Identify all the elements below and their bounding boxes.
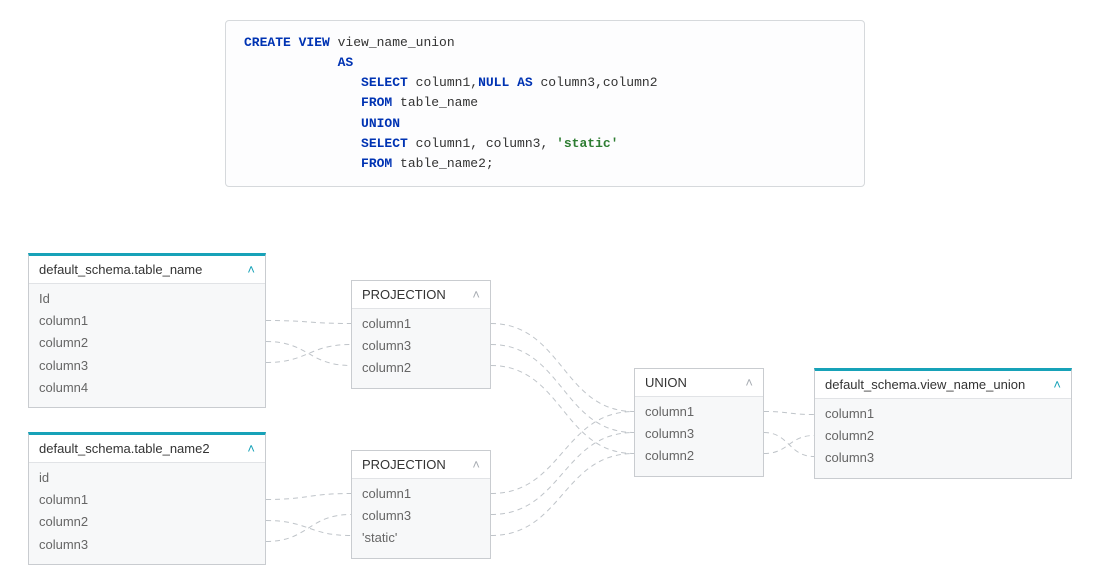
column-row: column3 xyxy=(645,423,753,445)
column-row: column1 xyxy=(362,313,480,335)
column-row: column1 xyxy=(39,489,255,511)
chevron-up-icon[interactable]: ˄ xyxy=(472,457,480,472)
lineage-edge xyxy=(491,324,634,412)
projection-node-2[interactable]: PROJECTION ˄ column1column3'static' xyxy=(351,450,491,559)
column-row: column2 xyxy=(362,357,480,379)
column-row: id xyxy=(39,467,255,489)
lineage-edge xyxy=(764,436,814,454)
chevron-up-icon[interactable]: ˄ xyxy=(745,375,753,390)
column-row: column3 xyxy=(362,335,480,357)
lineage-edge xyxy=(491,366,634,454)
sql-code-block: CREATE VIEW view_name_union AS SELECT co… xyxy=(225,20,865,187)
column-row: column2 xyxy=(645,445,753,467)
column-row: column2 xyxy=(39,332,255,354)
lineage-edge xyxy=(491,433,634,515)
node-title: default_schema.view_name_union xyxy=(825,377,1025,392)
lineage-edge xyxy=(266,521,351,536)
column-row: Id xyxy=(39,288,255,310)
table-node-table_name2[interactable]: default_schema.table_name2 ˄ idcolumn1co… xyxy=(28,432,266,565)
column-row: column2 xyxy=(39,511,255,533)
node-title: UNION xyxy=(645,375,687,390)
column-row: column1 xyxy=(362,483,480,505)
column-row: column3 xyxy=(39,355,255,377)
column-row: column1 xyxy=(39,310,255,332)
lineage-edge xyxy=(491,412,634,494)
lineage-edge xyxy=(764,433,814,457)
column-row: column4 xyxy=(39,377,255,399)
lineage-edge xyxy=(266,515,351,542)
column-row: column3 xyxy=(362,505,480,527)
column-row: 'static' xyxy=(362,527,480,549)
node-title: default_schema.table_name2 xyxy=(39,441,210,456)
node-body: column1column3column2 xyxy=(352,309,490,388)
node-body: idcolumn1column2column3 xyxy=(29,463,265,564)
column-row: column2 xyxy=(825,425,1061,447)
column-row: column3 xyxy=(39,534,255,556)
column-row: column3 xyxy=(825,447,1061,469)
chevron-up-icon[interactable]: ˄ xyxy=(247,262,255,277)
node-body: column1column2column3 xyxy=(815,399,1071,478)
column-row: column1 xyxy=(825,403,1061,425)
chevron-up-icon[interactable]: ˄ xyxy=(247,441,255,456)
lineage-edge xyxy=(266,342,351,366)
node-body: column1column3column2 xyxy=(635,397,763,476)
node-body: Idcolumn1column2column3column4 xyxy=(29,284,265,407)
node-title: PROJECTION xyxy=(362,287,446,302)
lineage-edge xyxy=(266,321,351,324)
lineage-edge xyxy=(764,412,814,415)
lineage-edge xyxy=(491,454,634,536)
union-node[interactable]: UNION ˄ column1column3column2 xyxy=(634,368,764,477)
lineage-edge xyxy=(491,345,634,433)
column-row: column1 xyxy=(645,401,753,423)
node-body: column1column3'static' xyxy=(352,479,490,558)
lineage-edge xyxy=(266,345,351,363)
chevron-up-icon[interactable]: ˄ xyxy=(472,287,480,302)
view-node-view_name_union[interactable]: default_schema.view_name_union ˄ column1… xyxy=(814,368,1072,479)
node-title: PROJECTION xyxy=(362,457,446,472)
chevron-up-icon[interactable]: ˄ xyxy=(1053,377,1061,392)
lineage-edge xyxy=(266,494,351,500)
node-title: default_schema.table_name xyxy=(39,262,202,277)
projection-node-1[interactable]: PROJECTION ˄ column1column3column2 xyxy=(351,280,491,389)
table-node-table_name[interactable]: default_schema.table_name ˄ Idcolumn1col… xyxy=(28,253,266,408)
